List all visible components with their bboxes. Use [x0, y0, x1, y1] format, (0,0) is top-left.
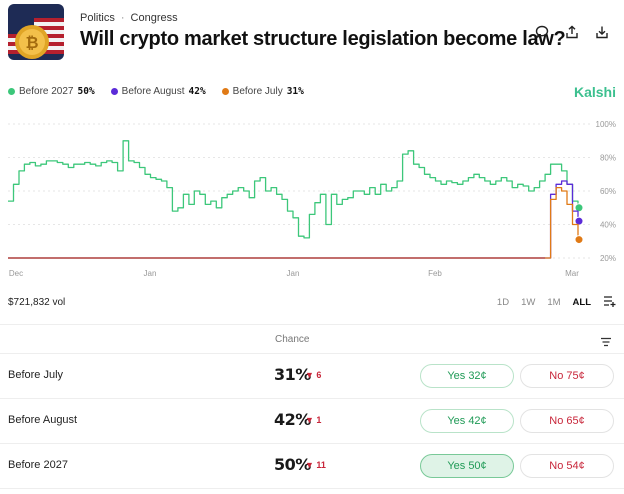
page-title: Will crypto market structure legislation… — [80, 28, 566, 50]
range-1m[interactable]: 1M — [547, 297, 561, 308]
market-thumbnail: ₿ — [8, 4, 64, 60]
outcome-row-before-july[interactable]: Before July 31% ▼ 6 Yes 32¢ No 75¢ — [0, 354, 624, 399]
buy-yes-button[interactable]: Yes 50¢ — [420, 454, 514, 478]
volume-label: $721,832 vol — [8, 297, 66, 308]
outcome-chance: 31% — [274, 365, 311, 384]
y-tick-label: 40% — [600, 221, 616, 230]
legend-dot — [221, 88, 229, 95]
legend-item-before-august: Before August 42% — [110, 86, 206, 97]
outcome-row-before-august[interactable]: Before August 42% ▼ 1 Yes 42¢ No 65¢ — [0, 399, 624, 444]
comment-icon[interactable] — [534, 24, 550, 40]
outcome-change: ▼ 11 — [305, 460, 326, 470]
legend-value: 31% — [286, 86, 304, 97]
time-range-selector: 1D 1W 1M ALL — [497, 295, 616, 310]
buy-yes-button[interactable]: Yes 32¢ — [420, 364, 514, 388]
price-history-chart[interactable]: 100% 80% 60% 40% 20% Dec Jan Jan Feb Mar — [0, 108, 624, 283]
y-tick-label: 60% — [600, 187, 616, 196]
legend-label: Before July — [232, 86, 283, 97]
series-end-point — [574, 216, 584, 226]
breadcrumb-subcategory[interactable]: Congress — [130, 12, 178, 24]
series-line — [8, 186, 579, 259]
legend-dot — [8, 88, 15, 95]
y-tick-label: 100% — [596, 120, 616, 129]
legend-label: Before 2027 — [19, 86, 74, 97]
sort-icon[interactable] — [600, 334, 612, 352]
series-end-point — [574, 203, 584, 213]
series-line — [8, 180, 579, 259]
outcome-chance: 50% — [274, 455, 311, 474]
filter-list-icon[interactable] — [603, 295, 616, 310]
outcome-name: Before August — [8, 414, 78, 426]
chart-legend: Before 2027 50% Before August 42% Before… — [8, 86, 304, 97]
legend-value: 42% — [188, 86, 206, 97]
y-tick-label: 20% — [600, 254, 616, 263]
outcome-name: Before July — [8, 369, 64, 381]
legend-label: Before August — [121, 86, 185, 97]
x-tick-label: Feb — [428, 269, 442, 278]
breadcrumb: Politics · Congress — [80, 12, 178, 24]
download-icon[interactable] — [594, 24, 610, 40]
range-1d[interactable]: 1D — [496, 297, 510, 308]
outcome-change: ▼ 6 — [305, 370, 322, 380]
series-line — [8, 140, 579, 239]
series-end-point — [574, 235, 584, 245]
outcome-row-before-2027[interactable]: Before 2027 50% ▼ 11 Yes 50¢ No 54¢ — [0, 444, 624, 489]
x-tick-label: Mar — [565, 269, 579, 278]
x-tick-label: Jan — [144, 269, 157, 278]
outcome-name: Before 2027 — [8, 459, 68, 471]
legend-value: 50% — [77, 86, 95, 97]
range-1w[interactable]: 1W — [521, 297, 536, 308]
market-header: ₿ Politics · Congress Will crypto market s… — [8, 4, 616, 64]
legend-dot — [110, 88, 118, 95]
outcomes-table-header: Chance — [0, 324, 624, 354]
chance-column-header: Chance — [275, 334, 310, 345]
share-icon[interactable] — [564, 24, 580, 40]
kalshi-logo: Kalshi — [573, 84, 616, 100]
buy-no-button[interactable]: No 54¢ — [520, 454, 614, 478]
legend-item-before-july: Before July 31% — [221, 86, 304, 97]
legend-item-before-2027: Before 2027 50% — [8, 86, 95, 97]
buy-yes-button[interactable]: Yes 42¢ — [420, 409, 514, 433]
y-tick-label: 80% — [600, 154, 616, 163]
buy-no-button[interactable]: No 75¢ — [520, 364, 614, 388]
buy-no-button[interactable]: No 65¢ — [520, 409, 614, 433]
x-tick-label: Jan — [287, 269, 300, 278]
x-tick-label: Dec — [9, 269, 23, 278]
svg-text:₿: ₿ — [25, 33, 38, 52]
outcome-chance: 42% — [274, 410, 311, 429]
outcome-change: ▼ 1 — [305, 415, 322, 425]
breadcrumb-category[interactable]: Politics — [80, 12, 115, 24]
range-all[interactable]: ALL — [572, 297, 591, 308]
